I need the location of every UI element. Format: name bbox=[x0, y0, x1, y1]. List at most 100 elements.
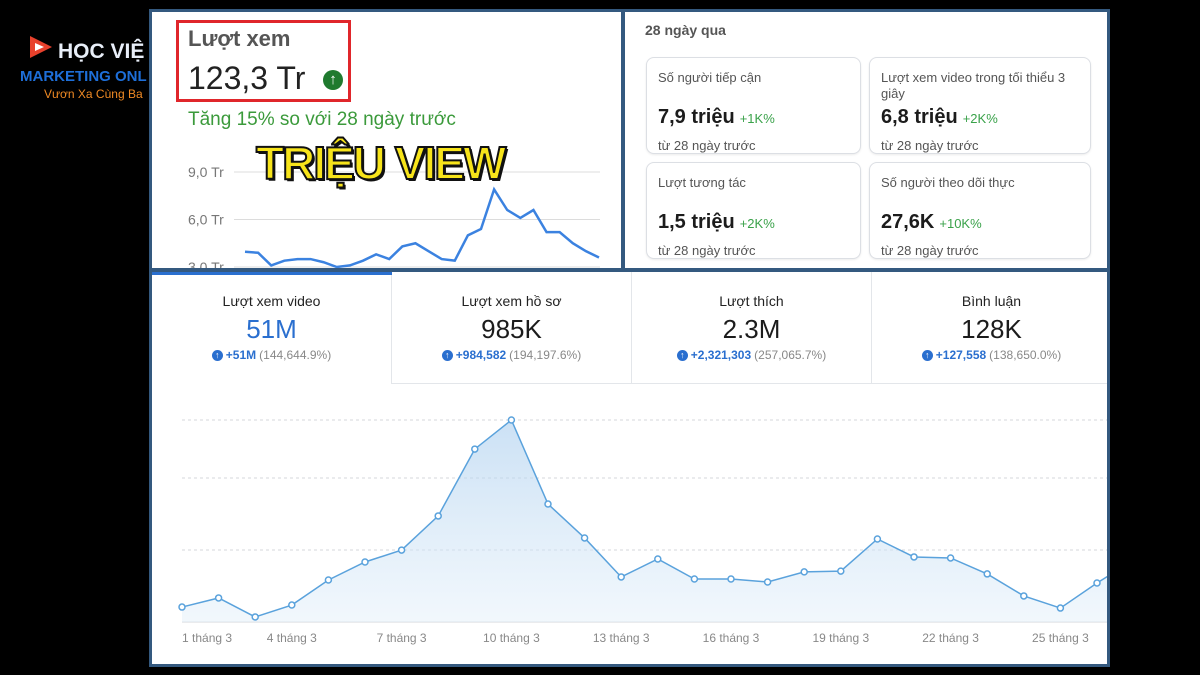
x-tick-label: 19 tháng 3 bbox=[812, 631, 869, 645]
data-point bbox=[288, 601, 296, 609]
tab-value: 985K bbox=[481, 314, 542, 344]
card-value-row: 7,9 triệu +1K% bbox=[658, 106, 775, 129]
stat-card: Số người theo dõi thực 27,6K +10K% từ 28 ng… bbox=[869, 162, 1091, 259]
stat-card: Lượt tương tác 1,5 triệu +2K% từ 28 ngày tr… bbox=[646, 162, 861, 259]
data-point bbox=[544, 500, 552, 508]
data-point bbox=[214, 594, 223, 602]
data-point bbox=[434, 512, 442, 520]
data-point bbox=[471, 445, 479, 453]
metric-tab[interactable]: Bình luận 128K ↑ +127,558 (138,650.0%) bbox=[872, 272, 1107, 384]
up-icon: ↑ bbox=[441, 350, 453, 362]
metric-chart: 1 tháng 3 4 tháng 3 7 tháng 3 10 tháng 3 13 … bbox=[178, 416, 1107, 645]
x-tick-label: 4 tháng 3 bbox=[267, 631, 317, 645]
data-point bbox=[946, 554, 955, 562]
card-change: +2K% bbox=[962, 111, 998, 126]
up-icon: ↑ bbox=[921, 350, 933, 362]
x-tick-label: 1 tháng 3 bbox=[182, 631, 232, 645]
data-point bbox=[1056, 604, 1065, 612]
tab-change-row: ↑ +2,321,303 (257,065.7%) bbox=[632, 348, 871, 362]
selected-indicator bbox=[152, 272, 392, 275]
tab-change: +51M bbox=[225, 348, 257, 362]
metric-tab[interactable]: Lượt xem hồ sơ 985K ↑ +984,582 (194,197.6%) bbox=[392, 272, 632, 384]
tab-label: Lượt thích bbox=[719, 293, 784, 309]
card-label: Số người tiếp cận bbox=[658, 70, 762, 85]
card-label: Lượt tương tác bbox=[658, 175, 746, 190]
card-value-row: 6,8 triệu +2K% bbox=[881, 106, 998, 129]
tab-change: +127,558 bbox=[935, 348, 987, 362]
card-value: 27,6K bbox=[881, 211, 935, 233]
tab-change-row: ↑ +984,582 (194,197.6%) bbox=[392, 348, 631, 362]
data-point bbox=[507, 416, 516, 424]
views-panel: 9,0 Tr 6,0 Tr 3,0 Tr Lượt xem 123,3 Tr ↑ T… bbox=[149, 9, 624, 271]
tab-change: +984,582 bbox=[455, 348, 507, 362]
tab-label: Lượt xem hồ sơ bbox=[461, 293, 562, 309]
views-total: 123,3 Tr bbox=[188, 60, 306, 96]
tab-value: 2.3M bbox=[722, 314, 781, 344]
up-icon: ↑ bbox=[676, 350, 688, 362]
x-tick-label: 25 tháng 3 bbox=[1032, 631, 1089, 645]
tab-change: +2,321,303 bbox=[690, 348, 752, 362]
x-tick-label: 16 tháng 3 bbox=[703, 631, 760, 645]
tab-percent: (257,065.7%) bbox=[754, 348, 827, 362]
tab-change-row: ↑ +51M (144,644.9%) bbox=[152, 348, 391, 362]
y-tick-label: 9,0 Tr bbox=[188, 164, 224, 180]
card-value-row: 1,5 triệu +2K% bbox=[658, 211, 775, 234]
metric-tab[interactable]: Lượt xem video 51M ↑ +51M (144,644.9%) bbox=[152, 272, 392, 384]
plot bbox=[178, 416, 1107, 622]
data-point bbox=[324, 576, 333, 584]
tab-percent: (194,197.6%) bbox=[509, 348, 582, 362]
data-point bbox=[617, 573, 625, 581]
tab-label: Lượt xem video bbox=[222, 293, 321, 309]
data-point bbox=[251, 613, 259, 621]
tab-value: 51M bbox=[246, 314, 297, 344]
data-point bbox=[654, 555, 662, 563]
data-point bbox=[580, 534, 589, 542]
tab-change-row: ↑ +127,558 (138,650.0%) bbox=[872, 348, 1107, 362]
card-value: 6,8 triệu bbox=[881, 106, 958, 128]
data-line bbox=[244, 186, 600, 268]
data-point bbox=[800, 568, 808, 576]
overlay-text: TRIỆU VIEW bbox=[255, 136, 507, 190]
views-title: Lượt xem bbox=[188, 26, 291, 51]
y-tick-label: 6,0 Tr bbox=[188, 212, 224, 228]
data-area bbox=[182, 420, 1107, 622]
x-tick-label: 10 tháng 3 bbox=[483, 631, 540, 645]
highlight-box bbox=[176, 20, 351, 102]
data-point bbox=[690, 575, 699, 583]
card-value: 7,9 triệu bbox=[658, 106, 735, 128]
card-note: từ 28 ngày trước bbox=[881, 243, 979, 258]
tab-label: Bình luận bbox=[961, 293, 1022, 309]
stat-card: Số người tiếp cận 7,9 triệu +1K% từ 28 ngày… bbox=[646, 57, 861, 154]
card-note: từ 28 ngày trước bbox=[881, 138, 979, 153]
data-point bbox=[361, 558, 369, 566]
card-note: từ 28 ngày trước bbox=[658, 138, 756, 153]
data-point bbox=[397, 546, 406, 554]
data-point bbox=[1093, 579, 1101, 587]
y-tick-label: 3,0 Tr bbox=[188, 259, 224, 271]
data-point bbox=[1020, 592, 1028, 600]
tab-percent: (138,650.0%) bbox=[989, 348, 1062, 362]
tab-percent: (144,644.9%) bbox=[259, 348, 332, 362]
metrics-panel: Lượt xem video 51M ↑ +51M (144,644.9%) Lượt x… bbox=[149, 269, 1110, 667]
x-tick-label: 22 tháng 3 bbox=[922, 631, 979, 645]
card-label: Lượt xem video trong tối thiểu 3 giây bbox=[881, 70, 1066, 101]
views-comparison: Tăng 15% so với 28 ngày trước bbox=[188, 109, 456, 130]
card-label: Số người theo dõi thực bbox=[881, 175, 1015, 190]
card-change: +2K% bbox=[739, 216, 775, 231]
views-chart: 9,0 Tr 6,0 Tr 3,0 Tr bbox=[188, 164, 600, 271]
card-note: từ 28 ngày trước bbox=[658, 243, 756, 258]
data-point bbox=[910, 553, 918, 561]
data-point bbox=[727, 575, 735, 583]
tab-value: 128K bbox=[961, 314, 1022, 344]
stat-card: Lượt xem video trong tối thiểu 3 giây 6,8… bbox=[869, 57, 1091, 154]
data-point bbox=[763, 578, 772, 586]
data-point bbox=[178, 603, 186, 611]
metric-tab[interactable]: Lượt thích 2.3M ↑ +2,321,303 (257,065.7%) bbox=[632, 272, 872, 384]
x-tick-label: 13 tháng 3 bbox=[593, 631, 650, 645]
card-value: 1,5 triệu bbox=[658, 211, 735, 233]
period: 28 ngày qua bbox=[645, 22, 726, 38]
card-value-row: 27,6K +10K% bbox=[881, 211, 982, 234]
overview-panel: 28 ngày qua Số người tiếp cận 7,9 triệu +1… bbox=[622, 9, 1110, 271]
card-change: +10K% bbox=[939, 216, 982, 231]
logo-slogan: Vươn Xa Cùng Ba bbox=[44, 87, 143, 101]
